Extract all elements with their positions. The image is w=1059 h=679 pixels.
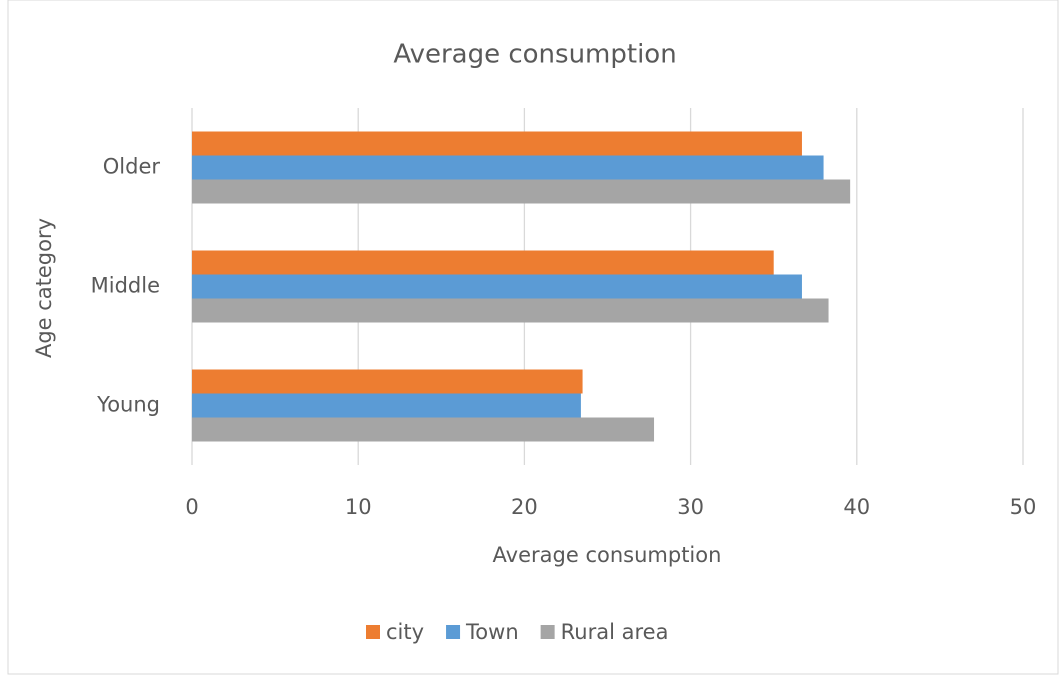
x-tick-label: 30 — [677, 495, 704, 519]
legend-label: Town — [465, 620, 519, 644]
x-tick-label: 20 — [511, 495, 538, 519]
bar — [192, 131, 802, 156]
chart-border — [7, 0, 1059, 675]
bar — [192, 417, 655, 442]
legend-swatch — [540, 625, 555, 639]
x-axis-title: Average consumption — [493, 543, 722, 567]
legend-label: city — [386, 620, 424, 644]
chart-title: Average consumption — [393, 40, 676, 70]
x-tick-label: 10 — [345, 495, 372, 519]
legend-swatch — [366, 625, 380, 639]
bar — [192, 393, 581, 418]
legend-swatch — [446, 625, 461, 639]
y-tick-label: Older — [103, 155, 161, 179]
bar — [192, 369, 583, 394]
legend-label: Rural area — [561, 620, 669, 644]
bar — [192, 179, 851, 204]
y-axis-title: Age category — [32, 218, 56, 358]
y-tick-label: Middle — [91, 274, 160, 298]
x-tick-label: 50 — [1010, 495, 1037, 519]
x-tick-label: 0 — [185, 495, 198, 519]
bar — [192, 274, 802, 299]
y-tick-label: Young — [96, 393, 160, 417]
x-tick-label: 40 — [843, 495, 870, 519]
bar — [192, 155, 824, 180]
bar — [192, 298, 829, 323]
bar — [192, 250, 774, 275]
